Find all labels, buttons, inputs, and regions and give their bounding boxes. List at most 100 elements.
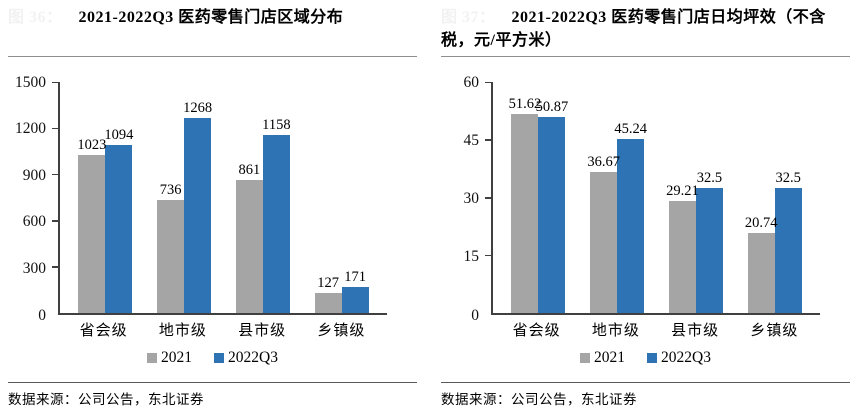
- bar-2022q3: [695, 187, 723, 313]
- category-label: 省会级: [512, 323, 561, 339]
- bar-column: 51.62: [509, 82, 541, 313]
- bar-column: 1158: [262, 82, 291, 313]
- legend-label: 2022Q3: [661, 349, 711, 366]
- bar-value-label: 1268: [183, 99, 213, 116]
- plot-row: 0 15 30 45 60 51.62 50.87 36.67 45.24 29.21 32.5 2…: [441, 74, 850, 322]
- legend: 2021 2022Q3: [8, 349, 417, 367]
- plot-area: 51.62 50.87 36.67 45.24 29.21 32.5 20.74 32.5: [485, 81, 820, 315]
- footer-divider: [441, 382, 850, 383]
- bar-2022q3: [105, 144, 133, 313]
- legend-label: 2022Q3: [228, 349, 278, 366]
- source-note: 数据来源：公司公告，东北证券: [441, 392, 637, 407]
- chart-title: 图 36： 2021-2022Q3 医药零售门店区域分布: [8, 6, 417, 29]
- category-label: 地市级: [158, 323, 207, 339]
- bar-column: 20.74: [744, 82, 778, 313]
- bar-2021: [668, 200, 696, 313]
- y-tick-mark: [485, 139, 493, 141]
- legend-swatch: [580, 353, 591, 363]
- y-tick-mark: [52, 220, 60, 222]
- bar-column: 32.5: [695, 82, 723, 313]
- bar-2022q3: [617, 138, 645, 313]
- bar-column: 861: [235, 82, 263, 313]
- y-tick-label: 45: [463, 131, 480, 149]
- legend-swatch: [147, 353, 158, 363]
- bar-column: 127: [314, 82, 342, 313]
- y-tick-mark: [52, 127, 60, 130]
- bar-value-label: 45.24: [614, 120, 647, 137]
- chart-title: 图 37： 2021-2022Q3 医药零售门店日均坪效（不含税，元/平方米）: [441, 6, 850, 52]
- bar-value-label: 127: [317, 275, 339, 292]
- legend-item: 2022Q3: [647, 349, 711, 367]
- y-tick-label: 1500: [15, 73, 46, 91]
- category-row: 省会级 地市级 县市级 乡镇级: [491, 319, 820, 340]
- bar-value-label: 36.67: [587, 153, 620, 170]
- chart-header: 图 36： 2021-2022Q3 医药零售门店区域分布: [8, 0, 417, 53]
- bar-value-label: 20.74: [744, 215, 778, 232]
- category-label: 省会级: [79, 323, 128, 339]
- bar-group: 736 1268: [157, 82, 213, 313]
- title-divider: [441, 56, 850, 57]
- category-label: 乡镇级: [750, 323, 799, 339]
- y-tick-mark: [485, 81, 493, 83]
- bar-group: 1023 1094: [77, 82, 134, 313]
- bar-group: 861 1158: [235, 82, 291, 313]
- bar-value-label: 171: [344, 268, 366, 285]
- legend-item: 2022Q3: [214, 349, 278, 367]
- category-label: 县市级: [671, 323, 720, 339]
- bar-2021: [314, 293, 342, 313]
- chart-header: 图 37： 2021-2022Q3 医药零售门店日均坪效（不含税，元/平方米）: [441, 0, 850, 53]
- bar-column: 736: [157, 82, 185, 313]
- bar-2022q3: [538, 117, 566, 313]
- bar-column: 50.87: [536, 82, 568, 313]
- bar-value-label: 32.5: [775, 169, 801, 186]
- bar-2021: [78, 155, 106, 313]
- bar-column: 32.5: [774, 82, 802, 313]
- y-tick-mark: [52, 81, 60, 83]
- legend-swatch: [647, 353, 658, 363]
- y-tick-label: 60: [463, 73, 480, 91]
- y-axis: 0 300 600 900 1200 1500: [8, 74, 58, 322]
- source-note: 数据来源：公司公告，东北证券: [8, 392, 204, 407]
- bar-value-label: 32.5: [696, 169, 723, 186]
- chart-panel-left: 图 36： 2021-2022Q3 医药零售门店区域分布 0 300 600 900 12…: [8, 0, 417, 407]
- chart-title-text: 2021-2022Q3 医药零售门店日均坪效（不含税，元/平方米）: [441, 9, 826, 49]
- y-tick-label: 1200: [15, 119, 46, 137]
- bar-value-label: 51.62: [508, 96, 542, 113]
- bar-2021: [235, 180, 263, 313]
- legend-swatch: [214, 353, 225, 363]
- bar-2021: [747, 233, 775, 313]
- plot-row: 0 300 600 900 1200 1500 1023 1094 736 1268 861 115…: [8, 74, 417, 322]
- y-axis: 0 15 30 45 60: [441, 74, 491, 322]
- bar-value-label: 1094: [104, 126, 134, 143]
- bar-2022q3: [774, 187, 802, 313]
- bar-2022q3: [184, 117, 212, 313]
- figure-label: 图 37：: [441, 9, 496, 26]
- category-label: 乡镇级: [317, 323, 366, 339]
- chart-panel-right: 图 37： 2021-2022Q3 医药零售门店日均坪效（不含税，元/平方米） 0…: [433, 0, 866, 414]
- bar-value-label: 1158: [262, 116, 291, 133]
- title-divider: [8, 56, 417, 57]
- category-row: 省会级 地市级 县市级 乡镇级: [58, 319, 387, 340]
- chart-title-text: 2021-2022Q3 医药零售门店区域分布: [78, 9, 344, 26]
- legend: 2021 2022Q3: [441, 349, 850, 367]
- bar-value-label: 1023: [77, 137, 107, 154]
- bar-2021: [590, 171, 618, 313]
- bar-2021: [511, 114, 539, 313]
- y-tick-label: 30: [463, 189, 480, 207]
- bar-column: 36.67: [587, 82, 620, 313]
- y-tick-label: 300: [22, 259, 46, 277]
- bar-column: 1268: [183, 82, 213, 313]
- legend-item: 2021: [147, 349, 192, 367]
- bar-value-label: 50.87: [535, 99, 569, 116]
- legend-label: 2021: [161, 349, 193, 366]
- bar-group: 36.67 45.24: [587, 82, 647, 313]
- category-label: 地市级: [591, 323, 640, 339]
- bar-column: 1023: [77, 82, 107, 313]
- bar-group: 51.62 50.87: [509, 82, 568, 313]
- bar-group: 29.21 32.5: [666, 82, 723, 313]
- bar-column: 45.24: [614, 82, 647, 313]
- legend-item: 2021: [580, 349, 625, 367]
- footer-divider: [8, 382, 417, 383]
- y-tick-mark: [485, 197, 493, 199]
